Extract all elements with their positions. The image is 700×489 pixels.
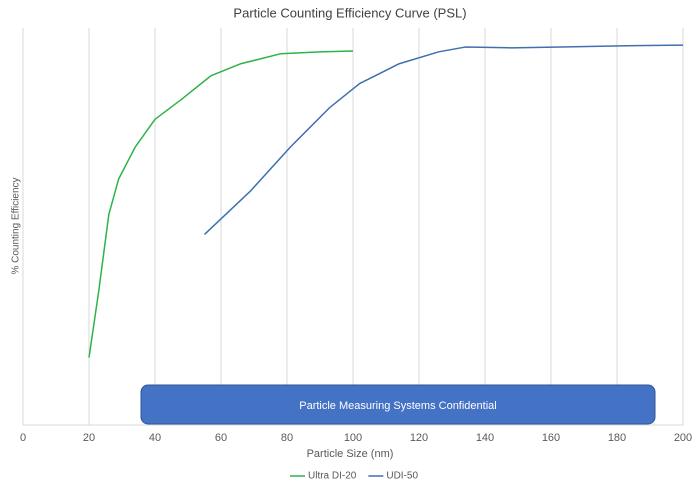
- x-axis-label: Particle Size (nm): [307, 448, 394, 460]
- x-tick-label: 60: [215, 432, 227, 444]
- x-tick-label: 20: [83, 432, 95, 444]
- x-tick-label: 100: [344, 432, 362, 444]
- series-line: [203, 44, 684, 235]
- x-tick-label: 40: [149, 432, 161, 444]
- x-tick-label: 80: [281, 432, 293, 444]
- x-tick-label: 160: [542, 432, 560, 444]
- x-tick-label: 140: [476, 432, 494, 444]
- banner-text: Particle Measuring Systems Confidential: [299, 400, 496, 412]
- x-tick-label: 180: [608, 432, 626, 444]
- x-tick-label: 120: [410, 432, 428, 444]
- banner: [140, 384, 656, 425]
- series-line: [88, 50, 354, 358]
- legend-label: Ultra DI-20: [308, 471, 357, 482]
- y-axis-label: % Counting Efficiency: [11, 177, 22, 274]
- x-tick-label: 200: [674, 432, 692, 444]
- legend-label: UDI-50: [386, 471, 418, 482]
- chart-title: Particle Counting Efficiency Curve (PSL): [233, 5, 466, 20]
- x-tick-label: 0: [20, 432, 26, 444]
